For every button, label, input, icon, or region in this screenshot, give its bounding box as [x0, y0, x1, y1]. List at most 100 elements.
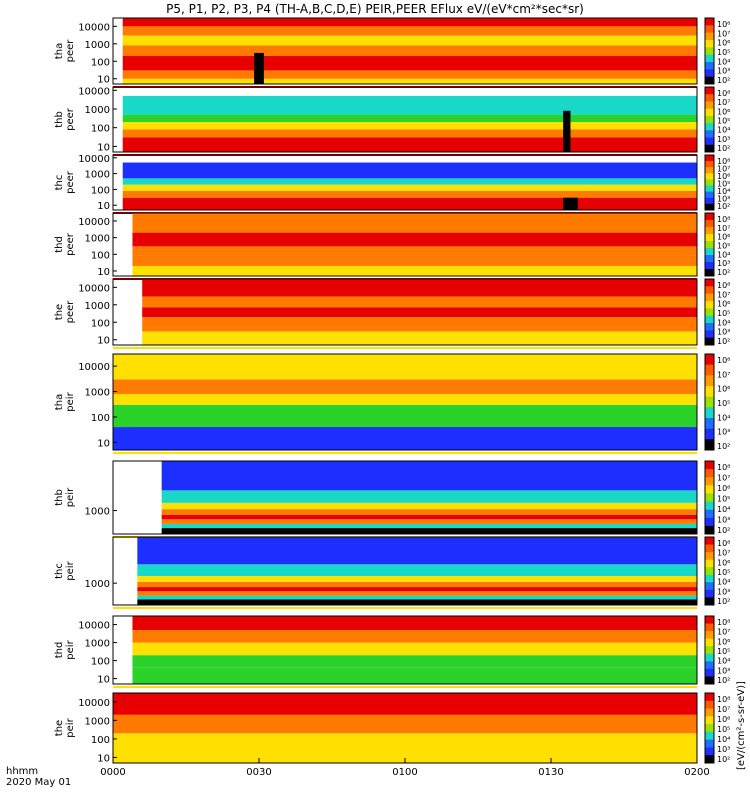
colorbar-tick-label: 10⁴ [717, 250, 730, 259]
panel-label-species: peir [65, 391, 76, 411]
colorbar-tick-label: 10³ [717, 195, 730, 204]
colorbar-tick-label: 10⁶ [717, 300, 730, 309]
panel-label-species: peir [65, 639, 76, 659]
colorbar-tick-label: 10² [717, 676, 730, 685]
gap-0 [563, 197, 578, 210]
panel-thb-peer: 10000 1000 100 10 thb peer 10⁸10⁷10⁶10⁵10⁴10³1… [54, 86, 730, 156]
colorbar-segment [705, 279, 714, 287]
y-tick-label: 10 [97, 753, 110, 764]
band-4 [132, 616, 697, 631]
colorbar-frame [704, 278, 715, 346]
colorbar-tick-label: 10⁷ [717, 549, 730, 558]
colorbar-segment [705, 213, 714, 221]
colorbar-tick-label: 10⁵ [717, 399, 730, 408]
colorbar-segment [705, 589, 714, 598]
panel-thd-peer: 10000 1000 100 10 thd peer 10⁸10⁷10⁶10⁵10⁴10³1… [54, 212, 730, 280]
colorbar-tick-label: 10⁵ [717, 647, 730, 656]
colorbar-segment [705, 108, 714, 117]
colorbar-tick-label: 10⁷ [717, 705, 730, 714]
y-tick-label: 100 [91, 657, 110, 668]
colorbar-tick-label: 10⁸ [717, 215, 730, 224]
y-tick-label: 10000 [78, 621, 110, 632]
colorbar-segment [705, 396, 714, 408]
colorbar-segment [705, 32, 714, 41]
colorbar-segment [705, 747, 714, 756]
colorbar-tick-label: 10³ [717, 516, 730, 525]
band-5 [122, 26, 697, 36]
colorbar-segment [705, 301, 714, 309]
colorbar-segment [705, 323, 714, 331]
panel-frame [112, 86, 698, 153]
colorbar-segment [705, 731, 714, 741]
band-2 [161, 519, 697, 524]
colorbar-segment [705, 574, 714, 583]
band-1 [161, 523, 697, 529]
panel-label-probe: thb [54, 489, 65, 506]
y-tick-label: 100 [91, 57, 110, 68]
colorbar-segment [705, 234, 714, 242]
colorbar-tick-label: 10⁴ [717, 657, 730, 666]
y-tick-label: 1000 [85, 716, 110, 727]
colorbar-segment [705, 76, 714, 85]
colorbar-segment [705, 724, 714, 733]
band-1 [122, 129, 697, 138]
colorbar-tick-label: 10⁵ [717, 117, 730, 126]
colorbar-tick-label: 10⁶ [717, 233, 730, 242]
colorbar-tick-label: 10⁵ [717, 725, 730, 734]
y-tick-label: 100 [91, 124, 110, 135]
colorbar-segment [705, 646, 714, 655]
colorbar-segment [705, 638, 714, 647]
y-tick-label: 10 [97, 142, 110, 153]
band-4 [122, 35, 697, 46]
band-2 [132, 642, 697, 656]
colorbar-frame [704, 212, 715, 277]
band-2 [122, 56, 697, 71]
band-4 [113, 354, 697, 380]
band-2 [137, 591, 698, 596]
colorbar-5: 10⁸ 10⁷ 10⁶ 10⁵ 10⁴ 10³ 10² [704, 353, 730, 451]
y-tick-label: 100 [91, 185, 110, 196]
band-3 [132, 232, 697, 247]
colorbar-segment [705, 262, 714, 270]
y-tick-label: 10 [97, 267, 110, 278]
colorbar-segment [705, 708, 714, 717]
y-tick-label: 100 [91, 250, 110, 261]
panel-label-species: peir [65, 487, 76, 507]
colorbar-tick-label: 10⁴ [717, 413, 730, 422]
panel-label-species: peer [65, 232, 76, 256]
panel-label-species: peer [65, 170, 76, 194]
band-6 [137, 564, 698, 576]
colorbar-tick-label: 10⁴ [717, 187, 730, 196]
colorbar-segment [705, 286, 714, 295]
colorbar-segment [705, 191, 714, 199]
colorbar-segment [705, 485, 714, 494]
y-tick-label: 10000 [78, 22, 110, 33]
panel-label-species: peir [65, 717, 76, 737]
colorbar-segment [705, 567, 714, 576]
colorbar-segment [705, 676, 714, 685]
band-5 [137, 575, 698, 582]
band-0 [132, 667, 697, 684]
colorbar-segment [705, 739, 714, 748]
colorbar-tick-label: 10³ [717, 666, 730, 675]
y-tick-label: 1000 [85, 507, 110, 518]
figure-title: P5, P1, P2, P3, P4 (TH-A,B,C,D,E) PEIR,P… [166, 2, 584, 16]
colorbar-tick-label: 10⁷ [717, 290, 730, 299]
colorbar-segment [705, 248, 714, 256]
colorbar-tick-label: 10² [717, 76, 730, 85]
colorbar-segment [705, 227, 714, 235]
band-5 [161, 502, 697, 510]
colorbar-segment [705, 552, 714, 561]
y-tick-label: 100 [91, 735, 110, 746]
colorbar-tick-label: 10² [717, 337, 730, 346]
y-tick-label: 10000 [78, 217, 110, 228]
y-tick-label: 10 [97, 675, 110, 686]
y-tick-label: 1000 [85, 40, 110, 51]
colorbar-tick-label: 10³ [717, 745, 730, 754]
colorbar-tick-label: 10⁶ [717, 637, 730, 646]
colorbar-tick-label: 10⁸ [717, 89, 730, 98]
colorbar-frame [704, 17, 715, 85]
colorbar-frame [704, 154, 715, 211]
colorbar-segment [705, 544, 714, 553]
